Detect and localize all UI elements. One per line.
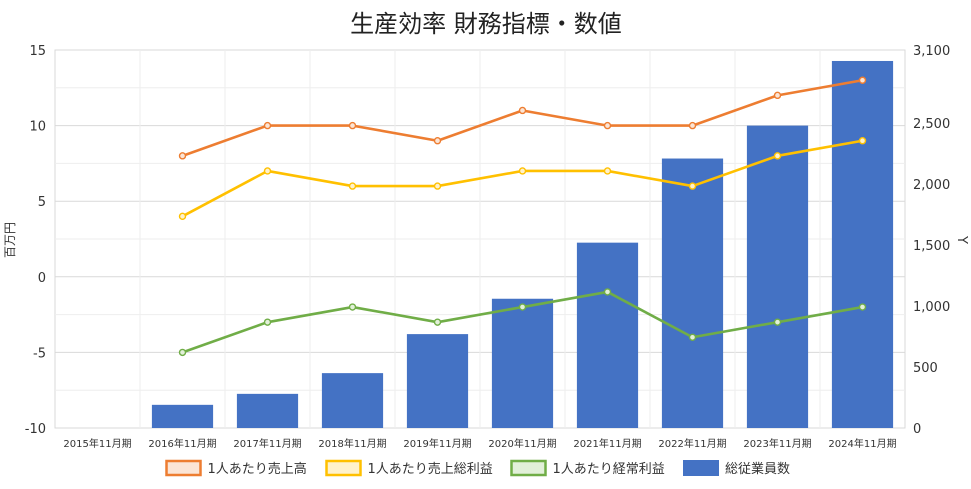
y-right-tick-label: 2,500 <box>913 117 950 132</box>
x-tick-label: 2019年11月期 <box>403 437 471 450</box>
bar <box>151 404 214 428</box>
series-point <box>348 182 357 190</box>
series-point <box>433 182 442 190</box>
bar <box>491 298 554 428</box>
series-point <box>603 167 612 175</box>
x-tick-label: 2015年11月期 <box>63 437 131 450</box>
legend-swatch <box>325 459 362 477</box>
y-left-tick-label: 5 <box>38 195 46 210</box>
series-point <box>773 91 782 100</box>
line-series <box>178 76 867 357</box>
x-tick-label: 2023年11月期 <box>743 437 811 450</box>
y-right-tick-label: 500 <box>913 361 938 376</box>
legend-swatch <box>165 459 202 477</box>
y-left-tick-label: -10 <box>25 422 46 437</box>
legend-swatch <box>510 459 547 477</box>
series-point <box>688 333 697 341</box>
legend-swatch <box>683 460 719 476</box>
series-point <box>518 167 527 175</box>
series-point <box>178 212 187 221</box>
series-point <box>773 318 782 326</box>
y-left-tick-label: 0 <box>38 271 46 286</box>
y-right-tick-label: 2,000 <box>913 178 950 193</box>
bar <box>661 158 724 428</box>
series-point <box>858 303 867 311</box>
y-right-tick-label: 0 <box>913 422 921 437</box>
y-right-tick-label: 1,000 <box>913 300 950 315</box>
x-tick-label: 2017年11月期 <box>233 437 301 450</box>
series-point <box>688 182 697 190</box>
x-tick-label: 2022年11月期 <box>658 437 726 450</box>
legend-label: 1人あたり経常利益 <box>553 462 665 477</box>
axes: 15 10 5 0 -5 -10 3,100 2,500 2,000 1,500 1,000 500 0… <box>25 44 950 450</box>
series-point <box>858 137 867 145</box>
y-left-tick-label: 10 <box>29 120 46 135</box>
series-point <box>263 121 272 130</box>
x-tick-label: 2018年11月期 <box>318 437 386 450</box>
bar-series <box>151 60 894 429</box>
series-point <box>433 137 442 145</box>
y-left-tick-label: -5 <box>33 346 46 361</box>
series-point <box>773 152 782 160</box>
bar <box>576 242 639 428</box>
bar <box>321 373 384 428</box>
legend: 1人あたり売上高 1人あたり売上総利益 1人あたり経常利益 総従業員数 <box>165 459 790 477</box>
bar <box>236 393 299 428</box>
series-point <box>348 121 357 130</box>
series-point <box>263 318 272 326</box>
series-point <box>603 121 612 130</box>
legend-label: 総従業員数 <box>725 461 790 477</box>
series-point <box>433 318 442 326</box>
y-right-tick-label: 3,100 <box>913 44 950 59</box>
y-left-tick-label: 15 <box>29 44 46 59</box>
x-tick-label: 2024年11月期 <box>828 437 896 450</box>
y-right-tick-label: 1,500 <box>913 239 950 254</box>
series-point <box>858 76 867 84</box>
series-point <box>518 106 527 115</box>
series-point <box>178 152 187 160</box>
series-point <box>263 167 272 175</box>
series-point <box>178 348 187 357</box>
x-tick-label: 2020年11月期 <box>488 437 556 450</box>
bar <box>831 60 894 429</box>
bar <box>406 334 469 428</box>
series-point <box>348 303 357 311</box>
series-point <box>603 288 612 296</box>
y-axis-left-label: 百万円 <box>3 222 17 258</box>
y-axis-right-label: Y <box>954 235 969 244</box>
x-tick-label: 2016年11月期 <box>148 437 216 450</box>
chart-title: 生産効率 財務指標・数値 <box>350 10 622 38</box>
series-point <box>688 121 697 130</box>
series-point <box>518 303 527 311</box>
bar <box>746 125 809 428</box>
legend-label: 1人あたり売上高 <box>208 461 307 477</box>
x-tick-label: 2021年11月期 <box>573 437 641 450</box>
legend-label: 1人あたり売上総利益 <box>368 461 493 477</box>
